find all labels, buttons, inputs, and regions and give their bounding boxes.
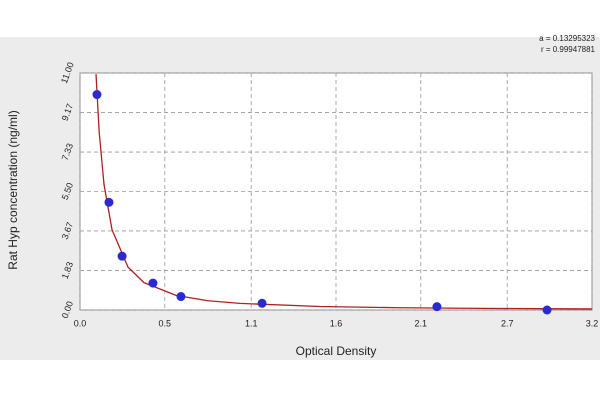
fit-text: r = 0.99947881: [541, 45, 596, 54]
y-axis-label: Rat Hyp concentration (ng/ml): [6, 110, 20, 269]
x-tick-label: 0.0: [74, 318, 87, 328]
x-tick-label: 1.1: [245, 318, 258, 328]
x-tick-label: 3.2: [586, 318, 599, 328]
data-point: [176, 292, 186, 302]
x-tick-label: 2.1: [415, 318, 428, 328]
fit-text: a = 0.13295323: [539, 34, 595, 43]
data-point: [92, 90, 102, 100]
data-point: [117, 251, 127, 261]
data-point: [148, 278, 158, 288]
x-tick-label: 0.5: [159, 318, 172, 328]
fit-curve: [95, 74, 593, 310]
x-tick-label: 2.7: [501, 318, 514, 328]
x-tick-label: 1.6: [330, 318, 343, 328]
data-point: [542, 305, 552, 315]
data-point: [104, 197, 114, 207]
data-point: [432, 302, 442, 312]
data-point: [257, 298, 267, 308]
x-axis-label: Optical Density: [296, 344, 377, 358]
